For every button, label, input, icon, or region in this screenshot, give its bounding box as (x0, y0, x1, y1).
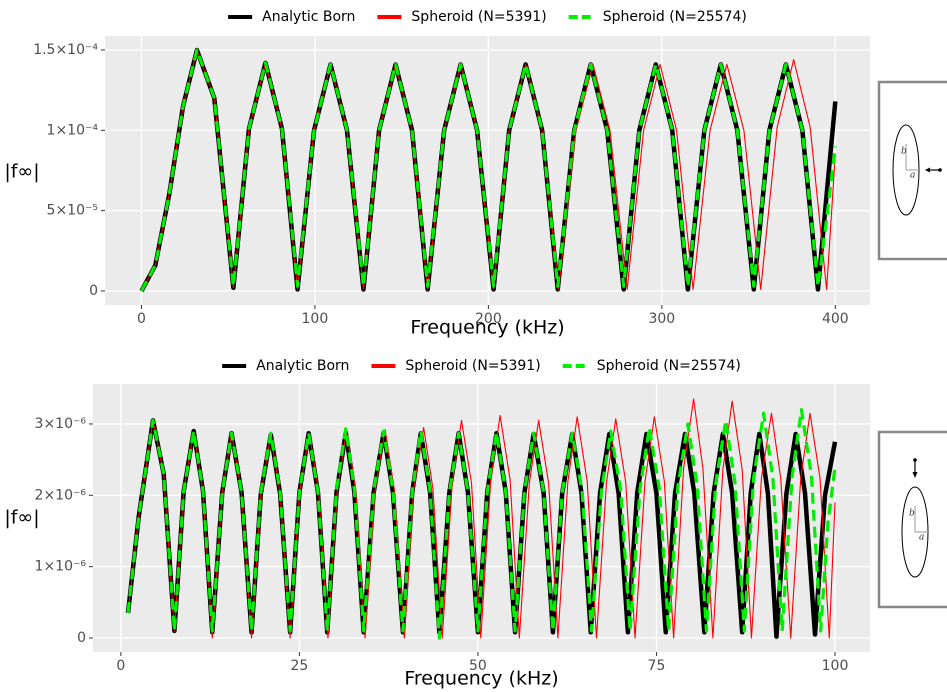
legend: Analytic Born Spheroid (N=5391) Spheroid (… (228, 9, 747, 25)
y-axis-title: |f∞| (4, 507, 39, 529)
x-tick-label: 0 (116, 658, 125, 674)
legend-label: Spheroid (N=25574) (597, 358, 741, 374)
legend-label: Spheroid (N=5391) (411, 9, 546, 25)
series-line (126, 408, 837, 640)
y-tick-label: 2×10⁻⁶ (35, 487, 87, 503)
inset-bottom: b a (877, 430, 947, 609)
x-tick-label: 0 (137, 311, 146, 327)
inset-top: b a (877, 80, 947, 261)
y-axis-title: |f∞| (4, 161, 39, 183)
x-tick-label: 100 (822, 658, 849, 674)
x-tick-label: 25 (290, 658, 308, 674)
panel: 0 100 200 300 400 0 5×10⁻⁵ 1×10⁻⁴ 1.5×10⁻⁴ Freque… (4, 9, 870, 339)
series-line (127, 398, 836, 639)
x-tick-label: 400 (822, 311, 849, 327)
inset-frame (877, 430, 947, 609)
inset-label: a (910, 171, 915, 181)
x-tick-label: 75 (648, 658, 666, 674)
legend-label: Analytic Born (262, 9, 355, 25)
arrow-tail (938, 168, 942, 172)
x-tick-label: 200 (475, 311, 502, 327)
inset-label: a (919, 533, 924, 543)
y-tick-label: 0 (77, 630, 86, 646)
x-axis-title: Frequency (kHz) (410, 317, 564, 339)
x-tick-label: 300 (648, 311, 675, 327)
y-tick-label: 0 (89, 283, 98, 299)
x-axis-title: Frequency (kHz) (404, 668, 558, 690)
y-tick-label: 5×10⁻⁵ (47, 203, 98, 219)
inset-label: b (909, 509, 915, 519)
legend-label: Spheroid (N=25574) (603, 9, 747, 25)
series-line (140, 48, 837, 292)
y-tick-label: 1.5×10⁻⁴ (33, 42, 98, 58)
legend-label: Spheroid (N=5391) (405, 358, 540, 374)
legend-label: Analytic Born (256, 358, 349, 374)
inset-label: b (901, 147, 907, 157)
x-tick-label: 50 (469, 658, 487, 674)
y-tick-label: 3×10⁻⁶ (35, 416, 87, 432)
x-tick-label: 100 (302, 311, 329, 327)
arrow-tail (913, 458, 917, 462)
y-tick-label: 1×10⁻⁶ (35, 559, 87, 575)
arrow-head (912, 472, 918, 478)
legend: Analytic Born Spheroid (N=5391) Spheroid (… (222, 358, 741, 374)
y-tick-label: 1×10⁻⁴ (47, 122, 99, 138)
panel: 0 25 50 75 100 0 1×10⁻⁶ 2×10⁻⁶ 3×10⁻⁶ Frequency (… (4, 358, 870, 690)
arrow-head (925, 167, 930, 173)
